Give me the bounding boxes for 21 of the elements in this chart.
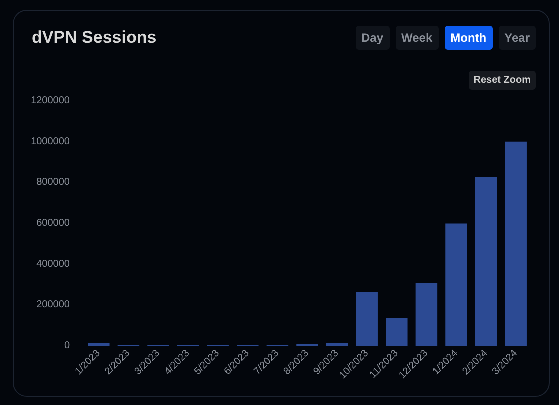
text: Year	[498, 26, 536, 50]
bar	[475, 176, 498, 346]
text: Month	[444, 26, 493, 50]
bar	[446, 224, 468, 346]
text: Week	[396, 26, 439, 50]
bar	[416, 283, 438, 346]
y-tick-label: 200000	[36, 300, 70, 311]
y-tick-label: 0	[64, 340, 70, 352]
bar	[326, 343, 348, 346]
y-tick-label: 1000000	[31, 136, 70, 148]
y-tick-label: 600000	[36, 218, 70, 229]
text: Reset Zoom	[468, 71, 536, 90]
y-tick-label: 1200000	[31, 96, 70, 106]
y-tick-label: 800000	[36, 177, 70, 188]
chart-title: dVPN Sessions	[32, 28, 157, 48]
bar	[356, 292, 378, 346]
bar	[386, 318, 408, 346]
bar	[505, 142, 527, 346]
text: Day	[356, 26, 390, 50]
y-tick-label: 400000	[36, 258, 70, 270]
bar	[88, 343, 110, 346]
